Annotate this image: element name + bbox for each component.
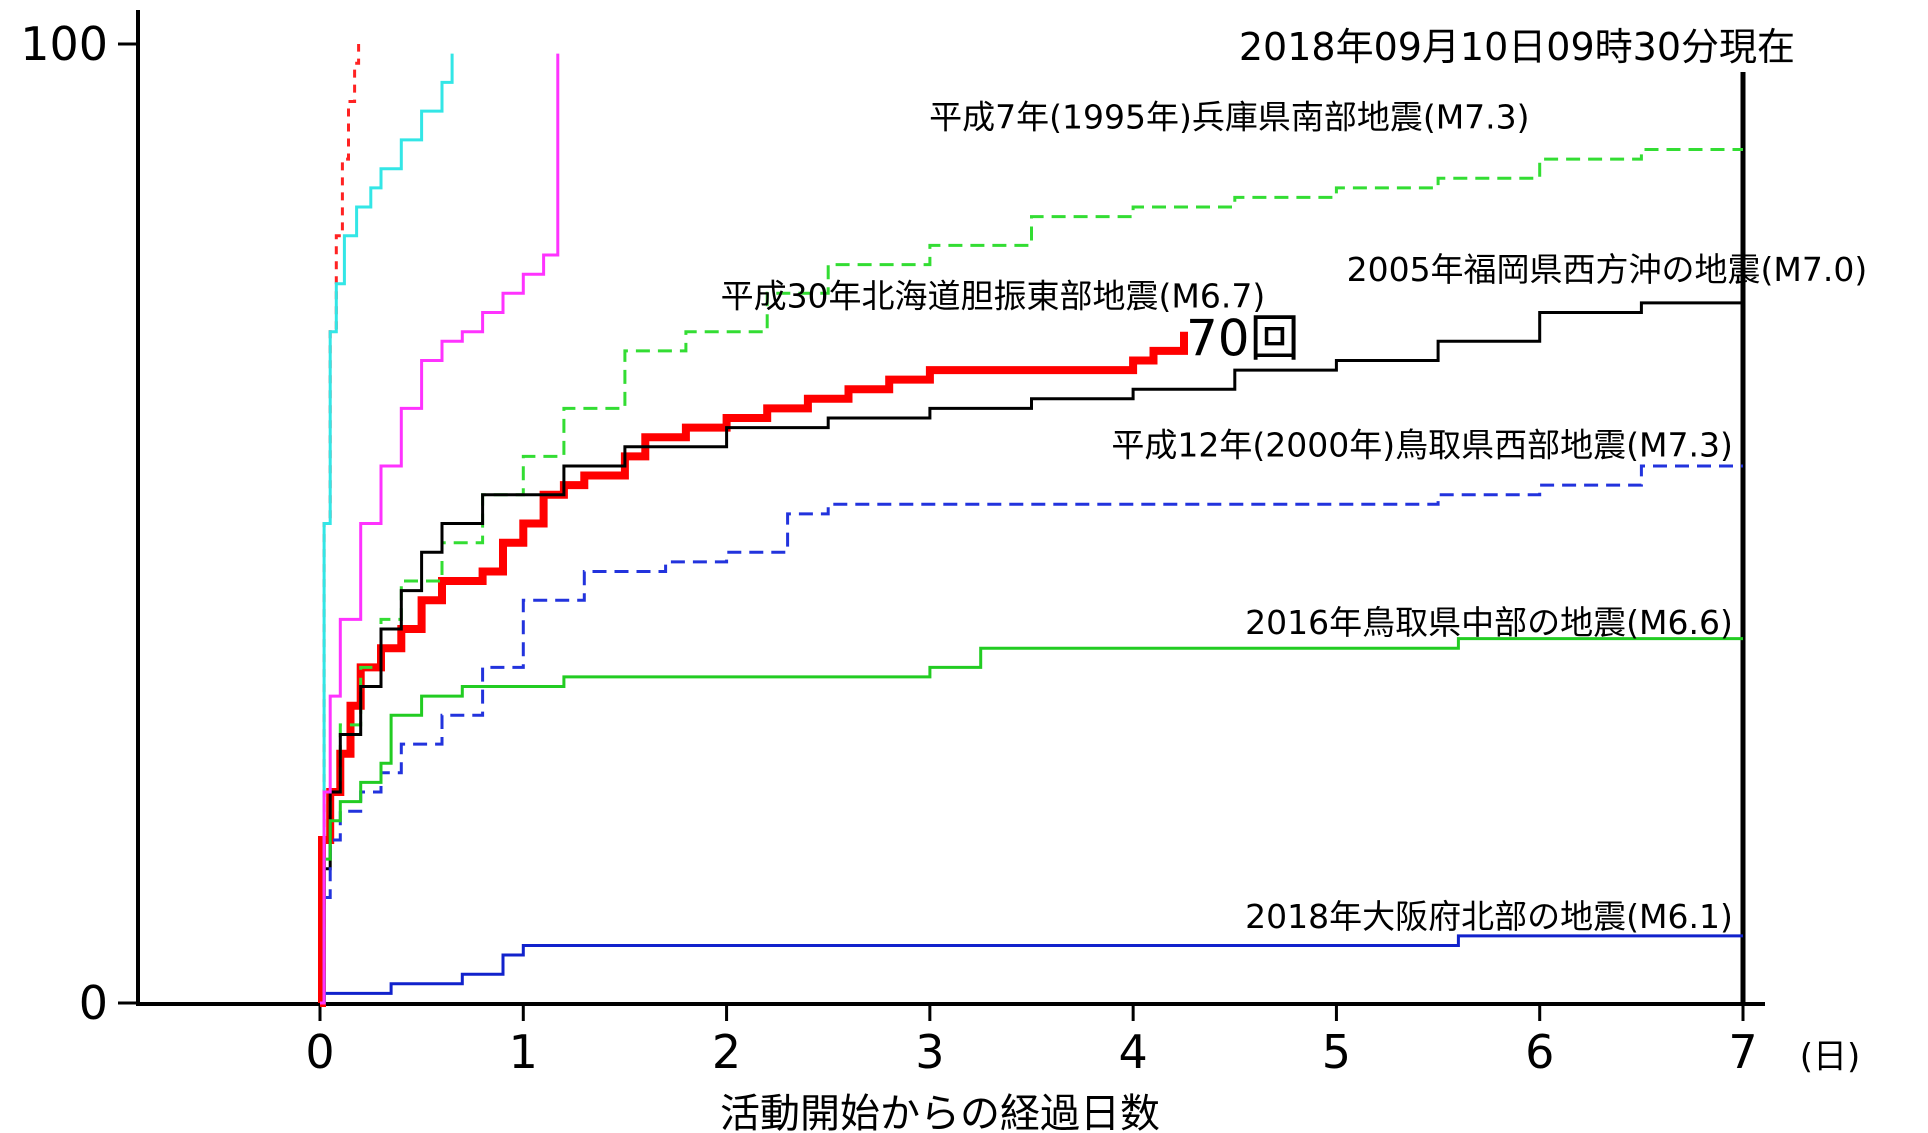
x-tick-label: 7 bbox=[1728, 1025, 1757, 1079]
y-tick-label: 0 bbox=[79, 976, 108, 1030]
timestamp-label: 2018年09月10日09時30分現在 bbox=[1239, 25, 1795, 69]
x-tick-label: 4 bbox=[1119, 1025, 1148, 1079]
annotation-layer: 平成7年(1995年)兵庫県南部地震(M7.3) 平成30年北海道胆振東部地震(M… bbox=[721, 97, 1868, 936]
series-line-4 bbox=[320, 464, 1743, 1005]
series-annotation-label: 平成12年(2000年)鳥取県西部地震(M7.3) bbox=[1111, 425, 1732, 464]
axes: 0 1 2 3 4 5 6 7 0 100 bbox=[20, 10, 1765, 1079]
x-tick-label: 6 bbox=[1525, 1025, 1554, 1079]
series-annotation-label: 平成7年(1995年)兵庫県南部地震(M7.3) bbox=[929, 97, 1529, 136]
series-line-1 bbox=[318, 331, 1188, 1007]
series-end-label: 70回 bbox=[1186, 310, 1300, 368]
series-line-5 bbox=[320, 637, 1743, 1005]
series-line-9 bbox=[320, 53, 560, 1005]
series-annotation-label: 2016年鳥取県中部の地震(M6.6) bbox=[1245, 603, 1733, 642]
series-line-2 bbox=[320, 148, 1743, 1005]
x-tick-label: 1 bbox=[509, 1025, 538, 1079]
series-layer: 70回 bbox=[318, 44, 1743, 1007]
series-line-8 bbox=[320, 53, 454, 1005]
x-axis-unit: (日) bbox=[1800, 1037, 1861, 1077]
y-tick-label: 100 bbox=[20, 17, 108, 71]
series-line-6 bbox=[320, 934, 1743, 1005]
x-tick-label: 2 bbox=[712, 1025, 741, 1079]
series-annotation-label: 2005年福岡県西方沖の地震(M7.0) bbox=[1347, 250, 1868, 289]
x-tick-label: 5 bbox=[1322, 1025, 1351, 1079]
series-annotation-label: 平成30年北海道胆振東部地震(M6.7) bbox=[721, 277, 1266, 316]
x-tick-label: 0 bbox=[305, 1025, 334, 1079]
x-tick-label: 3 bbox=[915, 1025, 944, 1079]
series-line-3 bbox=[320, 301, 1743, 1005]
x-axis-label: 活動開始からの経過日数 bbox=[720, 1091, 1160, 1133]
series-annotation-label: 2018年大阪府北部の地震(M6.1) bbox=[1245, 897, 1733, 936]
